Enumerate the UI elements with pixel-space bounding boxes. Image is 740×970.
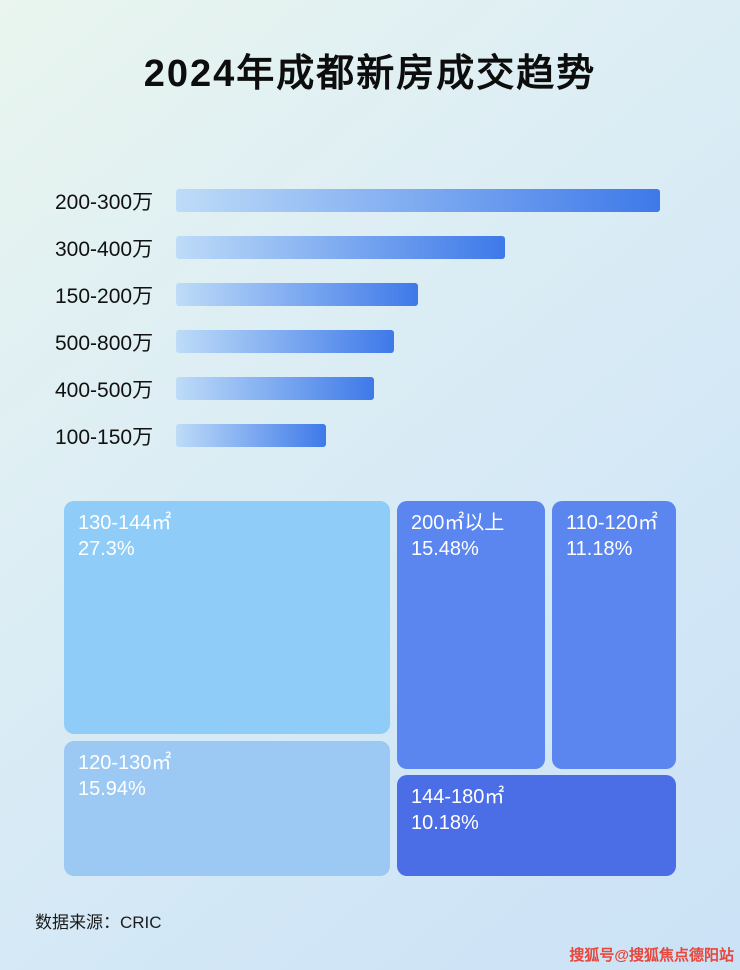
data-source-label: 数据来源：CRIC xyxy=(35,913,162,932)
bar xyxy=(176,377,375,400)
treemap-block-value: 15.48% xyxy=(411,538,479,560)
bar-category-label: 400-500万 xyxy=(55,378,154,402)
bar xyxy=(176,283,419,306)
bar xyxy=(176,424,327,447)
treemap-block-label: 120-130㎡ xyxy=(78,752,172,774)
bar xyxy=(176,330,394,353)
bar-row: 200-300万 xyxy=(55,189,670,214)
treemap-block-label: 200㎡以上 xyxy=(411,512,505,534)
treemap-block: 144-180㎡ 10.18% xyxy=(397,775,676,876)
bar-row: 300-400万 xyxy=(55,236,670,261)
bar-row: 400-500万 xyxy=(55,377,670,402)
bar-category-label: 150-200万 xyxy=(55,284,154,308)
bar-category-label: 100-150万 xyxy=(55,425,154,449)
treemap-block-value: 27.3% xyxy=(78,538,135,560)
bar-track xyxy=(176,283,670,306)
bar-row: 500-800万 xyxy=(55,330,670,355)
area-share-treemap: 130-144㎡ 27.3% 120-130㎡ 15.94% 200㎡以上 15… xyxy=(64,501,676,876)
treemap-block-value: 10.18% xyxy=(411,812,479,834)
price-range-bar-chart: 200-300万 300-400万 150-200万 500-800万 400-… xyxy=(55,189,670,449)
watermark-text: 搜狐号@搜狐焦点德阳站 xyxy=(569,947,734,964)
bar-track xyxy=(176,330,670,353)
bar-category-label: 200-300万 xyxy=(55,190,154,214)
bar-track xyxy=(176,424,670,447)
treemap-block-label: 110-120㎡ xyxy=(566,512,658,534)
treemap-block-value: 15.94% xyxy=(78,778,146,800)
treemap-block: 110-120㎡ 11.18% xyxy=(552,501,676,769)
treemap-block-label: 144-180㎡ xyxy=(411,786,505,808)
treemap-block-label: 130-144㎡ xyxy=(78,512,172,534)
treemap-block: 130-144㎡ 27.3% xyxy=(64,501,390,734)
treemap-block: 200㎡以上 15.48% xyxy=(397,501,545,769)
bar xyxy=(176,236,506,259)
bar-category-label: 300-400万 xyxy=(55,237,154,261)
bar-row: 100-150万 xyxy=(55,424,670,449)
bar-track xyxy=(176,377,670,400)
treemap-block-value: 11.18% xyxy=(566,538,633,560)
bar-category-label: 500-800万 xyxy=(55,331,154,355)
bar xyxy=(176,189,661,212)
bar-track xyxy=(176,236,670,259)
bar-row: 150-200万 xyxy=(55,283,670,308)
treemap-block: 120-130㎡ 15.94% xyxy=(64,741,390,876)
page-title: 2024年成都新房成交趋势 xyxy=(143,53,597,95)
bar-track xyxy=(176,189,670,212)
